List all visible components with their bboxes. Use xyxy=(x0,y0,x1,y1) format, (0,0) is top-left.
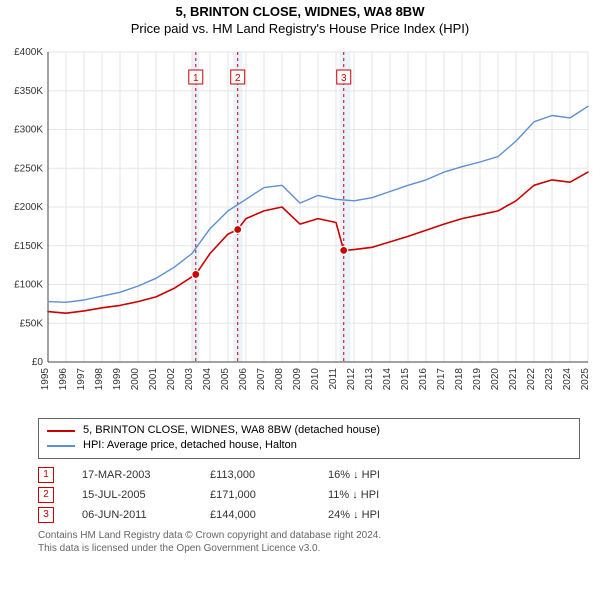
svg-text:£50K: £50K xyxy=(20,318,44,329)
footnote-line-1: Contains HM Land Registry data © Crown c… xyxy=(38,529,580,542)
svg-text:2003: 2003 xyxy=(184,367,195,390)
svg-text:2021: 2021 xyxy=(508,367,519,390)
svg-text:2013: 2013 xyxy=(364,367,375,390)
svg-text:£250K: £250K xyxy=(14,163,43,174)
svg-text:3: 3 xyxy=(341,73,347,84)
marker-diff: 11% ↓ HPI xyxy=(328,489,379,501)
svg-text:2017: 2017 xyxy=(436,367,447,390)
svg-text:1996: 1996 xyxy=(58,367,69,390)
marker-price: £113,000 xyxy=(210,469,300,481)
svg-text:£300K: £300K xyxy=(14,124,43,135)
svg-text:2016: 2016 xyxy=(418,367,429,390)
legend-swatch xyxy=(47,445,75,447)
marker-date: 17-MAR-2003 xyxy=(82,469,182,481)
svg-text:2018: 2018 xyxy=(454,367,465,390)
svg-text:2001: 2001 xyxy=(148,367,159,390)
marker-price: £171,000 xyxy=(210,489,300,501)
svg-text:£200K: £200K xyxy=(14,202,43,213)
svg-text:2: 2 xyxy=(235,73,241,84)
marker-diff: 16% ↓ HPI xyxy=(328,469,380,481)
marker-row: 3 06-JUN-2011 £144,000 24% ↓ HPI xyxy=(38,505,580,525)
svg-text:2023: 2023 xyxy=(544,367,555,390)
svg-text:£0: £0 xyxy=(32,357,44,368)
svg-text:2000: 2000 xyxy=(130,367,141,390)
marker-price: £144,000 xyxy=(210,509,300,521)
svg-text:2007: 2007 xyxy=(256,367,267,390)
svg-text:2005: 2005 xyxy=(220,367,231,390)
marker-row: 1 17-MAR-2003 £113,000 16% ↓ HPI xyxy=(38,465,580,485)
legend-box: 5, BRINTON CLOSE, WIDNES, WA8 8BW (detac… xyxy=(38,418,580,459)
legend-row: HPI: Average price, detached house, Halt… xyxy=(47,438,571,453)
legend-label: HPI: Average price, detached house, Halt… xyxy=(83,438,297,453)
marker-badge: 2 xyxy=(38,487,54,503)
chart-container: 5, BRINTON CLOSE, WIDNES, WA8 8BW Price … xyxy=(0,0,600,559)
svg-text:£100K: £100K xyxy=(14,279,43,290)
footnote-line-2: This data is licensed under the Open Gov… xyxy=(38,542,580,555)
svg-text:2014: 2014 xyxy=(382,367,393,390)
marker-row: 2 15-JUL-2005 £171,000 11% ↓ HPI xyxy=(38,485,580,505)
svg-text:2025: 2025 xyxy=(580,367,591,390)
svg-text:2009: 2009 xyxy=(292,367,303,390)
svg-text:2024: 2024 xyxy=(562,367,573,390)
svg-text:1995: 1995 xyxy=(40,367,51,390)
svg-text:2008: 2008 xyxy=(274,367,285,390)
svg-text:2011: 2011 xyxy=(328,367,339,389)
svg-text:2022: 2022 xyxy=(526,367,537,390)
svg-text:£400K: £400K xyxy=(14,47,43,58)
marker-date: 15-JUL-2005 xyxy=(82,489,182,501)
svg-text:2015: 2015 xyxy=(400,367,411,390)
legend-row: 5, BRINTON CLOSE, WIDNES, WA8 8BW (detac… xyxy=(47,423,571,438)
svg-text:1997: 1997 xyxy=(76,367,87,390)
marker-table: 1 17-MAR-2003 £113,000 16% ↓ HPI 2 15-JUL-200… xyxy=(38,465,580,525)
title-line-2: Price paid vs. HM Land Registry's House … xyxy=(8,21,592,36)
svg-text:£350K: £350K xyxy=(14,86,43,97)
svg-text:2006: 2006 xyxy=(238,367,249,390)
svg-text:1999: 1999 xyxy=(112,367,123,390)
title-line-1: 5, BRINTON CLOSE, WIDNES, WA8 8BW xyxy=(8,4,592,21)
svg-text:2002: 2002 xyxy=(166,367,177,390)
svg-text:1998: 1998 xyxy=(94,367,105,390)
legend-swatch xyxy=(47,430,75,432)
marker-badge: 3 xyxy=(38,507,54,523)
svg-text:2019: 2019 xyxy=(472,367,483,390)
marker-date: 06-JUN-2011 xyxy=(82,509,182,521)
legend-label: 5, BRINTON CLOSE, WIDNES, WA8 8BW (detac… xyxy=(83,423,380,438)
footnote: Contains HM Land Registry data © Crown c… xyxy=(38,529,580,555)
svg-text:2012: 2012 xyxy=(346,367,357,390)
svg-text:1: 1 xyxy=(193,73,199,84)
svg-text:2004: 2004 xyxy=(202,367,213,390)
svg-text:2010: 2010 xyxy=(310,367,321,390)
line-chart: £0 £50K £100K £150K £200K £250K £300K £350K £400… xyxy=(8,42,592,412)
svg-text:2020: 2020 xyxy=(490,367,501,390)
svg-text:£150K: £150K xyxy=(14,241,43,252)
marker-diff: 24% ↓ HPI xyxy=(328,509,380,521)
marker-badge: 1 xyxy=(38,467,54,483)
